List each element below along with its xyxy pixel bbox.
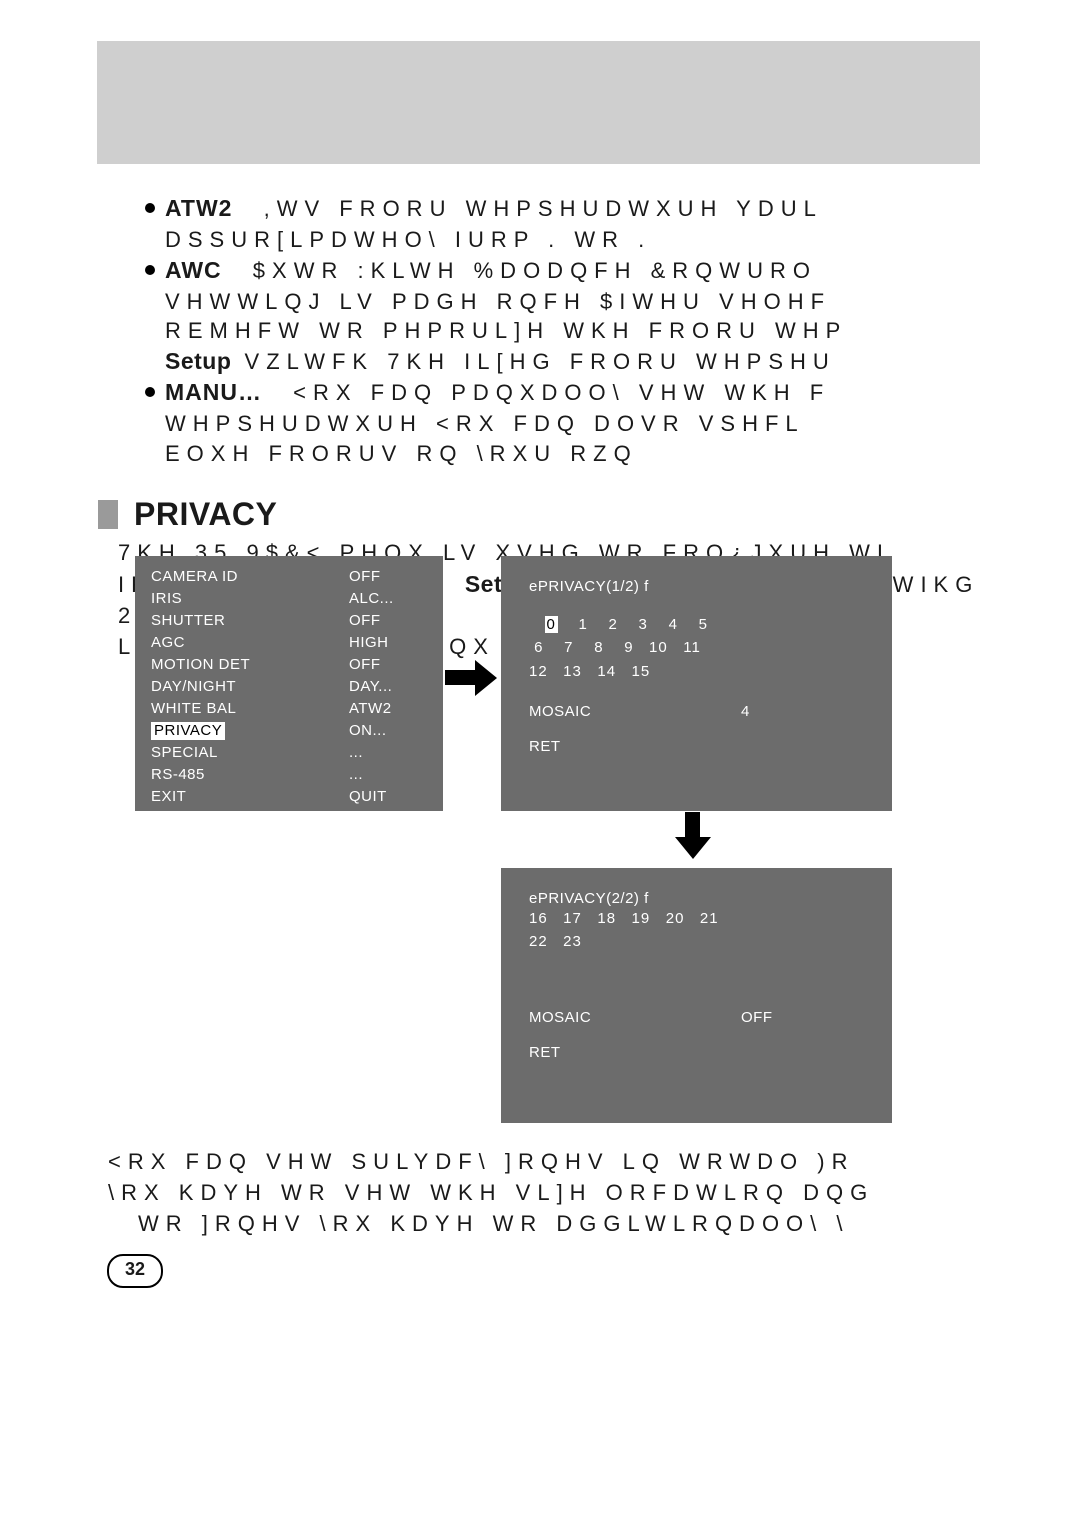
menu-left-key: IRIS	[151, 588, 349, 610]
privacy2-mosaic-k: MOSAIC	[529, 1009, 741, 1026]
menu-left-val: ALC...	[349, 588, 429, 610]
awc-line3: REMHFW WR PHPRUL]H WKH FRORU WHP	[165, 316, 980, 346]
menu-left-val: OFF	[349, 610, 429, 632]
menu-left-key: SHUTTER	[151, 610, 349, 632]
privacy2-row2: 22 23	[529, 930, 890, 953]
menu-left-val: HIGH	[349, 632, 429, 654]
menu-left-val: OFF	[349, 566, 429, 588]
privacy-menu-2-panel: ePRIVACY(2/2) f 16 17 18 19 20 21 22 23 …	[501, 868, 892, 1123]
section-square-icon	[98, 500, 118, 529]
arrow-down-icon	[678, 812, 708, 862]
setup-label-inline: Setup	[165, 348, 231, 374]
menu-left-val: OFF	[349, 654, 429, 676]
camera-menu-panel: CAMERA IDOFFIRISALC...SHUTTEROFFAGCHIGHM…	[135, 556, 443, 811]
menu-left-key: MOTION DET	[151, 654, 349, 676]
footer-l1: <RX FDQ VHW SULYDF\ ]RQHV LQ WRWDO )R	[108, 1147, 978, 1178]
atw2-label: ATW2	[165, 195, 232, 221]
menu-left-key: PRIVACY	[151, 720, 349, 742]
menu-left-key: AGC	[151, 632, 349, 654]
bullet-dot	[145, 265, 155, 275]
bullet-dot	[145, 203, 155, 213]
menu-left-val: ON...	[349, 720, 429, 742]
menu-left-val: ...	[349, 764, 429, 786]
bullet-dot	[145, 387, 155, 397]
privacy-menu-1-panel: ePRIVACY(1/2) f 0 1 2 3 4 5 6 7 8 9 10 1…	[501, 556, 892, 811]
atw2-line2: DSSUR[LPDWHO\ IURP . WR .	[165, 225, 980, 255]
setup-rest: VZLWFK 7KH IL[HG FRORU WHPSHU	[245, 349, 836, 374]
footer-l3: WR ]RQHV \RX KDYH WR DGGLWLRQDOO\ \	[138, 1209, 978, 1240]
privacy1-ret: RET	[529, 738, 890, 755]
privacy2-title: ePRIVACY(2/2) f	[529, 890, 890, 907]
manu-line3: EOXH FRORUV RQ \RXU RZQ	[165, 439, 980, 469]
privacy1-row1-rest: 1 2 3 4 5	[558, 616, 708, 633]
menu-left-key: WHITE BAL	[151, 698, 349, 720]
manu-line2: WHPSHUDWXUH <RX FDQ DOVR VSHFL	[165, 409, 980, 439]
menu-left-selected: PRIVACY	[151, 722, 225, 740]
privacy1-mosaic-k: MOSAIC	[529, 703, 741, 720]
page-number: 32	[107, 1254, 163, 1288]
privacy1-row2: 6 7 8 9 10 11	[529, 636, 890, 659]
manu-label: MANU…	[165, 379, 262, 405]
manu-line1: <RX FDQ PDQXDOO\ VHW WKH F	[293, 380, 830, 405]
menu-left-key: RS-485	[151, 764, 349, 786]
menu-left-key: SPECIAL	[151, 742, 349, 764]
footer-l2: \RX KDYH WR VHW WKH VL]H ORFDWLRQ DQG	[108, 1178, 978, 1209]
privacy2-ret: RET	[529, 1044, 890, 1061]
zone-0-selected: 0	[545, 616, 558, 633]
awc-label: AWC	[165, 257, 222, 283]
menu-left-key: CAMERA ID	[151, 566, 349, 588]
menu-left-key: EXIT	[151, 786, 349, 808]
header-gray-band	[97, 41, 980, 164]
privacy1-title: ePRIVACY(1/2) f	[529, 578, 890, 595]
privacy-heading: PRIVACY	[134, 496, 277, 533]
privacy2-mosaic-v: OFF	[741, 1009, 773, 1026]
privacy1-mosaic-v: 4	[741, 703, 750, 720]
privacy1-row3: 12 13 14 15	[529, 660, 890, 683]
arrow-right-icon	[445, 663, 499, 693]
footer-paragraph: <RX FDQ VHW SULYDF\ ]RQHV LQ WRWDO )R \R…	[108, 1147, 978, 1239]
awc-line1: $XWR :KLWH %DODQFH &RQWURO	[253, 258, 817, 283]
atw2-line1: ,WV FRORU WHPSHUDWXUH YDUL	[264, 196, 823, 221]
awc-line2: VHWWLQJ LV PDGH RQFH $IWHU VHOHF	[165, 287, 980, 317]
menu-left-key: DAY/NIGHT	[151, 676, 349, 698]
menu-left-val: DAY...	[349, 676, 429, 698]
privacy2-row1: 16 17 18 19 20 21	[529, 907, 890, 930]
menu-left-val: ATW2	[349, 698, 429, 720]
menu-left-val: ...	[349, 742, 429, 764]
menu-left-val: QUIT	[349, 786, 429, 808]
